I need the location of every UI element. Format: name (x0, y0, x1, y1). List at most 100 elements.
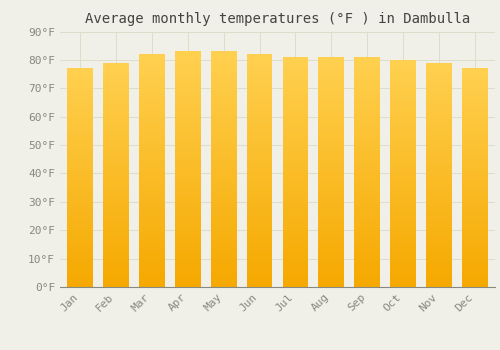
Bar (138, 75, 164, 77)
Bar (138, 232, 164, 235)
Bar (282, 198, 308, 201)
Bar (138, 200, 164, 203)
Bar (138, 153, 164, 156)
Bar (103, 234, 128, 237)
Bar (103, 211, 128, 214)
Bar (174, 116, 201, 119)
Bar (390, 202, 416, 205)
Bar (174, 199, 201, 202)
Bar (174, 178, 201, 181)
Bar (318, 146, 344, 149)
Bar (246, 95, 272, 98)
Bar (210, 231, 236, 234)
Bar (103, 273, 128, 276)
Bar (174, 246, 201, 249)
Bar (426, 155, 452, 158)
Bar (103, 231, 128, 234)
Bar (174, 266, 201, 270)
Bar (462, 230, 488, 232)
Bar (354, 169, 380, 172)
Bar (103, 276, 128, 279)
Bar (318, 169, 344, 172)
Bar (426, 133, 452, 135)
Bar (210, 107, 236, 110)
Bar (282, 281, 308, 284)
Bar (426, 138, 452, 141)
Bar (67, 230, 92, 232)
Bar (67, 181, 92, 183)
Bar (318, 224, 344, 227)
Bar (282, 112, 308, 114)
Bar (210, 140, 236, 143)
Bar (354, 187, 380, 189)
Bar (174, 90, 201, 93)
Bar (354, 158, 380, 161)
Bar (138, 238, 164, 240)
Bar (210, 51, 236, 54)
Bar (462, 167, 488, 169)
Bar (462, 115, 488, 118)
Bar (138, 89, 164, 92)
Bar (138, 139, 164, 141)
Bar (246, 60, 272, 63)
Bar (67, 186, 92, 189)
Bar (426, 79, 452, 82)
Bar (390, 85, 416, 88)
Bar (462, 213, 488, 216)
Bar (174, 184, 201, 187)
Bar (246, 197, 272, 200)
Bar (246, 124, 272, 127)
Bar (210, 199, 236, 202)
Bar (318, 132, 344, 135)
Bar (174, 260, 201, 264)
Bar (282, 77, 308, 80)
Bar (138, 162, 164, 165)
Bar (138, 229, 164, 232)
Bar (390, 119, 416, 122)
Bar (67, 273, 92, 276)
Bar (210, 160, 236, 163)
Bar (174, 181, 201, 184)
Bar (282, 166, 308, 169)
Bar (282, 247, 308, 250)
Bar (426, 63, 452, 65)
Bar (282, 241, 308, 244)
Bar (282, 60, 308, 63)
Bar (354, 74, 380, 77)
Bar (462, 210, 488, 213)
Bar (282, 163, 308, 166)
Bar (462, 276, 488, 279)
Bar (103, 242, 128, 245)
Bar (103, 85, 128, 88)
Bar (246, 238, 272, 240)
Bar (138, 165, 164, 168)
Bar (210, 246, 236, 249)
Bar (318, 273, 344, 275)
Bar (138, 110, 164, 112)
Bar (67, 68, 92, 71)
Bar (318, 221, 344, 224)
Bar (103, 267, 128, 270)
Bar (462, 156, 488, 159)
Bar (138, 243, 164, 246)
Bar (354, 97, 380, 100)
Bar (282, 284, 308, 287)
Bar (103, 195, 128, 197)
Bar (318, 218, 344, 221)
Bar (138, 121, 164, 124)
Bar (210, 178, 236, 181)
Bar (390, 68, 416, 71)
Bar (318, 230, 344, 232)
Bar (138, 278, 164, 281)
Bar (390, 80, 416, 83)
Bar (462, 172, 488, 175)
Bar (282, 250, 308, 252)
Bar (138, 267, 164, 270)
Bar (426, 85, 452, 88)
Bar (390, 213, 416, 216)
Bar (246, 209, 272, 211)
Bar (138, 252, 164, 255)
Bar (462, 183, 488, 186)
Bar (138, 185, 164, 188)
Bar (246, 104, 272, 107)
